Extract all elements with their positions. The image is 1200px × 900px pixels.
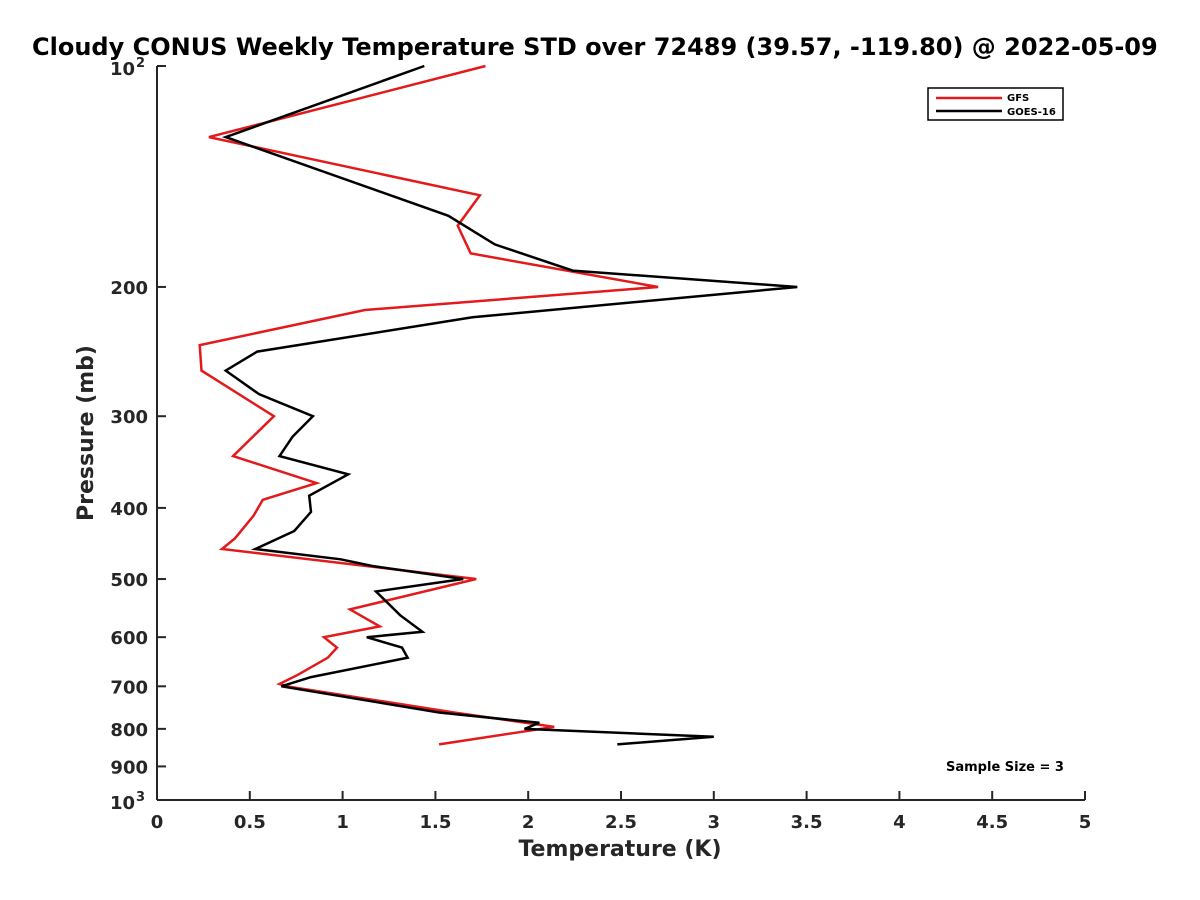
y-tick-label: 300 bbox=[110, 407, 148, 428]
y-tick-label-exponent: 3 bbox=[136, 790, 145, 805]
legend-label-gfs: GFS bbox=[1007, 93, 1029, 104]
x-tick-label: 2.5 bbox=[605, 812, 637, 833]
y-axis-label: Pressure (mb) bbox=[74, 345, 99, 521]
y-tick-label: 500 bbox=[110, 570, 148, 591]
y-tick-label-power: 10 3 bbox=[110, 790, 145, 814]
x-tick-label: 3.5 bbox=[791, 812, 823, 833]
legend-label-goes16: GOES-16 bbox=[1007, 107, 1056, 118]
legend: GFS GOES-16 bbox=[927, 87, 1064, 121]
x-tick-label: 5 bbox=[1079, 812, 1092, 833]
y-tick-label: 600 bbox=[110, 628, 148, 649]
y-tick-label: 400 bbox=[110, 499, 148, 520]
x-tick-label: 0.5 bbox=[234, 812, 266, 833]
x-tick-label: 1.5 bbox=[419, 812, 451, 833]
series-line-goes16 bbox=[221, 64, 798, 746]
y-tick-label-exponent: 2 bbox=[136, 56, 145, 71]
x-tick-label: 1 bbox=[336, 812, 349, 833]
legend-box bbox=[927, 87, 1064, 121]
x-axis-label: Temperature (K) bbox=[518, 837, 721, 862]
x-tick-label: 4.5 bbox=[976, 812, 1008, 833]
y-tick-label-base: 10 bbox=[110, 793, 135, 814]
y-tick-label: 900 bbox=[110, 757, 148, 778]
x-tick-label: 3 bbox=[708, 812, 721, 833]
y-tick-label-base: 10 bbox=[110, 59, 135, 80]
y-tick-label: 200 bbox=[110, 278, 148, 299]
x-tick-label: 0 bbox=[151, 812, 164, 833]
series-layer bbox=[198, 64, 798, 746]
y-tick-label: 700 bbox=[110, 677, 148, 698]
series-line-gfs bbox=[198, 64, 659, 746]
y-tick-label: 800 bbox=[110, 720, 148, 741]
x-tick-label: 4 bbox=[893, 812, 906, 833]
chart-title: Cloudy CONUS Weekly Temperature STD over… bbox=[32, 33, 1158, 61]
y-tick-label-power: 10 2 bbox=[110, 56, 145, 80]
sample-size-annotation: Sample Size = 3 bbox=[946, 760, 1064, 775]
plot-axes: 0 0.5 1 1.5 2 2.5 3 3.5 4 4.5 510 22003004005006007… bbox=[110, 56, 1091, 833]
x-tick-label: 2 bbox=[522, 812, 535, 833]
